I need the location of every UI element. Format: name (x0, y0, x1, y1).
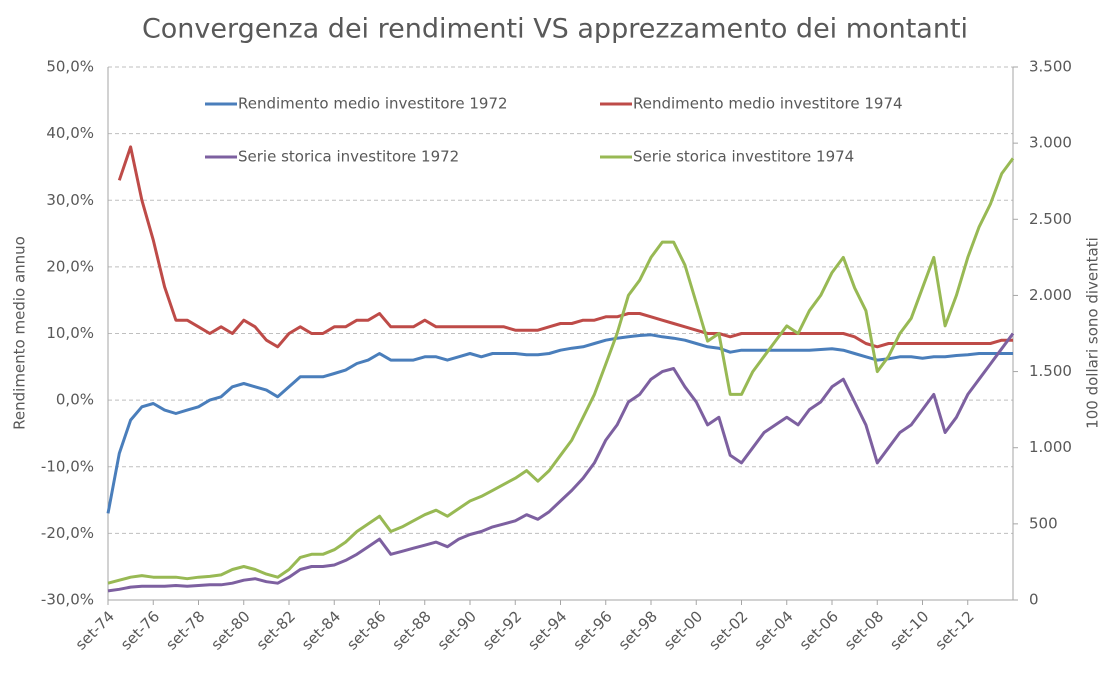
y2-tick-label: 3.500 (1029, 58, 1072, 76)
y2-tick-label: 2.000 (1029, 286, 1072, 304)
y-tick-label: -10,0% (41, 457, 94, 475)
series-line (107, 332, 1015, 593)
legend-label: Serie storica investitore 1972 (238, 148, 459, 166)
y-tick-label: -30,0% (41, 591, 94, 609)
y2-tick-label: 2.500 (1029, 210, 1072, 228)
legend-label: Rendimento medio investitore 1972 (238, 95, 508, 113)
series-line (107, 157, 1015, 585)
y-tick-label: 30,0% (46, 191, 94, 209)
y2-tick-label: 1.000 (1029, 438, 1072, 456)
y-tick-label: 40,0% (46, 124, 94, 142)
y-tick-label: 0,0% (56, 391, 94, 409)
series-line (117, 145, 1013, 349)
y-tick-label: 10,0% (46, 324, 94, 342)
y2-axis-title: 100 dollari sono diventati (1084, 237, 1102, 429)
y-tick-label: 20,0% (46, 257, 94, 275)
y2-tick-label: 500 (1029, 514, 1058, 532)
legend-label: Serie storica investitore 1974 (633, 148, 854, 166)
legend-label: Rendimento medio investitore 1974 (633, 95, 903, 113)
y-tick-label: 50,0% (46, 58, 94, 76)
y-tick-label: -20,0% (41, 524, 94, 542)
y2-tick-label: 0 (1029, 591, 1039, 609)
y2-tick-label: 3.000 (1029, 134, 1072, 152)
y-axis-title: Rendimento medio annuo (11, 236, 29, 430)
y2-tick-label: 1.500 (1029, 362, 1072, 380)
series-line (106, 333, 1013, 514)
chart-title: Convergenza dei rendimenti VS apprezzame… (142, 14, 968, 45)
